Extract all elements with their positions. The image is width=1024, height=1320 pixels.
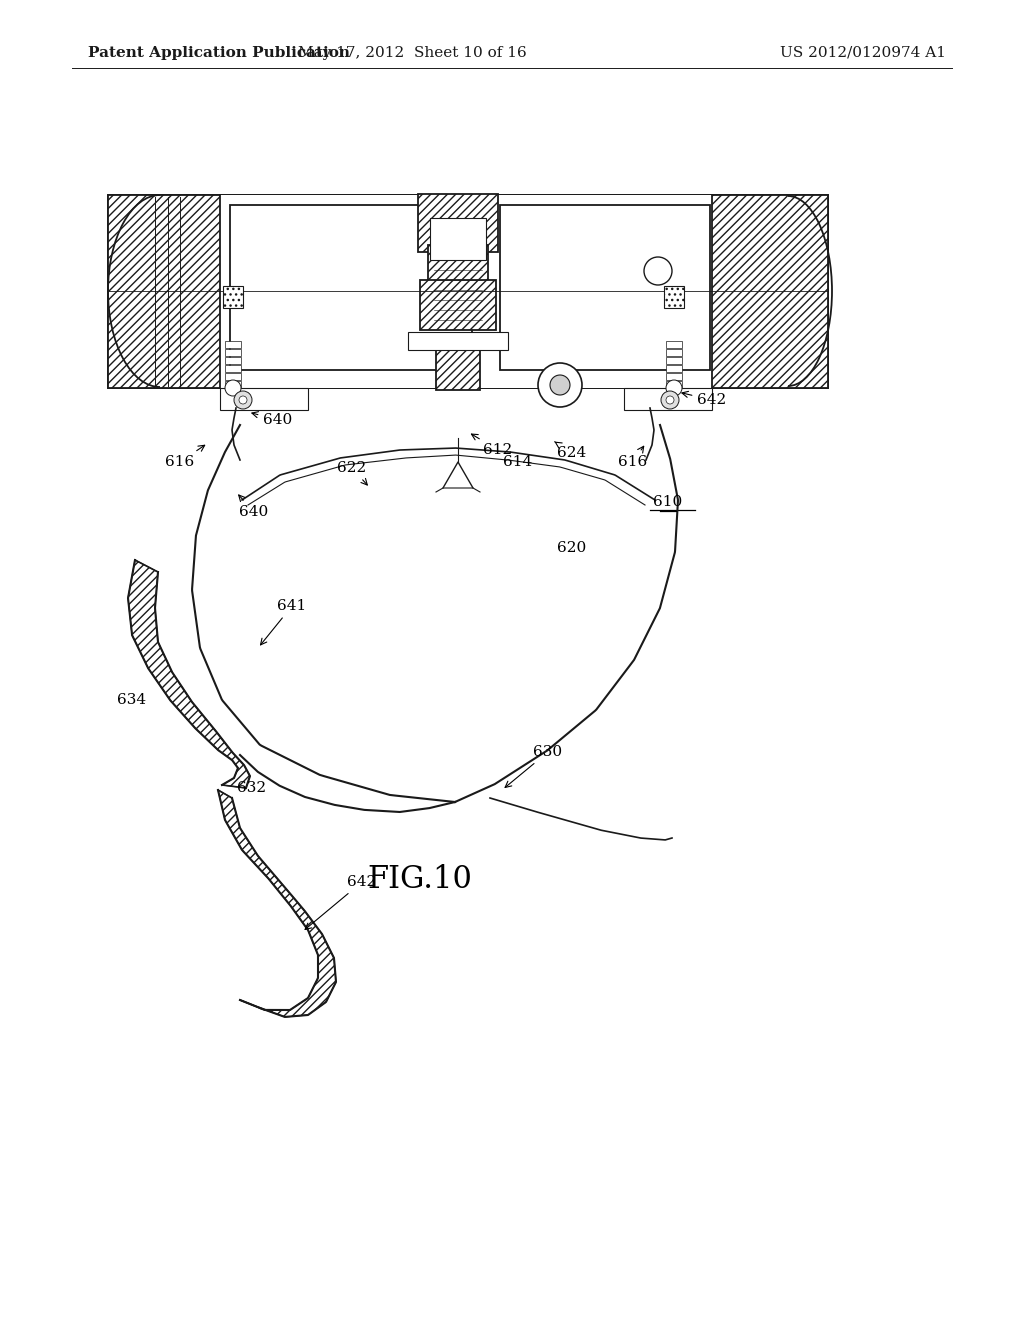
Text: 630: 630 (505, 744, 562, 788)
Circle shape (239, 396, 247, 404)
Bar (418, 194, 498, 252)
Bar (408, 333, 508, 350)
Circle shape (550, 375, 570, 395)
Text: 634: 634 (118, 693, 146, 708)
Bar (666, 374, 682, 380)
Text: 616: 616 (165, 445, 205, 469)
Bar (428, 246, 488, 310)
Text: 642: 642 (305, 875, 377, 929)
Bar (500, 205, 710, 370)
Circle shape (225, 380, 241, 396)
Bar (220, 195, 712, 388)
Bar (666, 348, 682, 356)
Bar (223, 286, 243, 308)
Bar (666, 366, 682, 372)
Text: May 17, 2012  Sheet 10 of 16: May 17, 2012 Sheet 10 of 16 (298, 46, 526, 59)
Polygon shape (128, 560, 250, 788)
Text: US 2012/0120974 A1: US 2012/0120974 A1 (780, 46, 946, 59)
Text: 640: 640 (252, 412, 293, 426)
Bar (225, 356, 241, 364)
Circle shape (234, 391, 252, 409)
Bar (220, 388, 308, 411)
Bar (225, 374, 241, 380)
Text: 616: 616 (618, 446, 647, 469)
Bar (666, 381, 682, 388)
Text: 610: 610 (653, 495, 683, 510)
Circle shape (666, 380, 682, 396)
Text: Patent Application Publication: Patent Application Publication (88, 46, 350, 59)
Bar (108, 195, 220, 388)
Bar (666, 341, 682, 348)
Text: 642: 642 (682, 391, 727, 407)
Polygon shape (218, 789, 336, 1016)
Bar (230, 205, 472, 370)
Bar (430, 218, 486, 260)
Circle shape (662, 391, 679, 409)
Bar (225, 341, 241, 348)
Bar (436, 342, 480, 389)
Circle shape (538, 363, 582, 407)
Bar (108, 195, 220, 388)
Bar (220, 195, 712, 388)
Text: 614: 614 (504, 455, 532, 469)
Text: 624: 624 (555, 442, 587, 459)
Text: 640: 640 (239, 495, 268, 519)
Text: 612: 612 (471, 434, 513, 457)
Text: 622: 622 (337, 461, 368, 484)
Bar (624, 388, 712, 411)
Bar (664, 286, 684, 308)
Bar (108, 195, 828, 388)
Bar (225, 381, 241, 388)
Text: 641: 641 (260, 599, 306, 645)
Bar (712, 195, 828, 388)
Bar (666, 356, 682, 364)
Circle shape (644, 257, 672, 285)
Text: FIG.10: FIG.10 (368, 865, 472, 895)
Bar (225, 366, 241, 372)
Bar (712, 195, 828, 388)
Text: 632: 632 (238, 781, 266, 795)
Bar (225, 348, 241, 356)
Text: 620: 620 (557, 541, 587, 554)
Circle shape (666, 396, 674, 404)
Bar (420, 280, 496, 330)
